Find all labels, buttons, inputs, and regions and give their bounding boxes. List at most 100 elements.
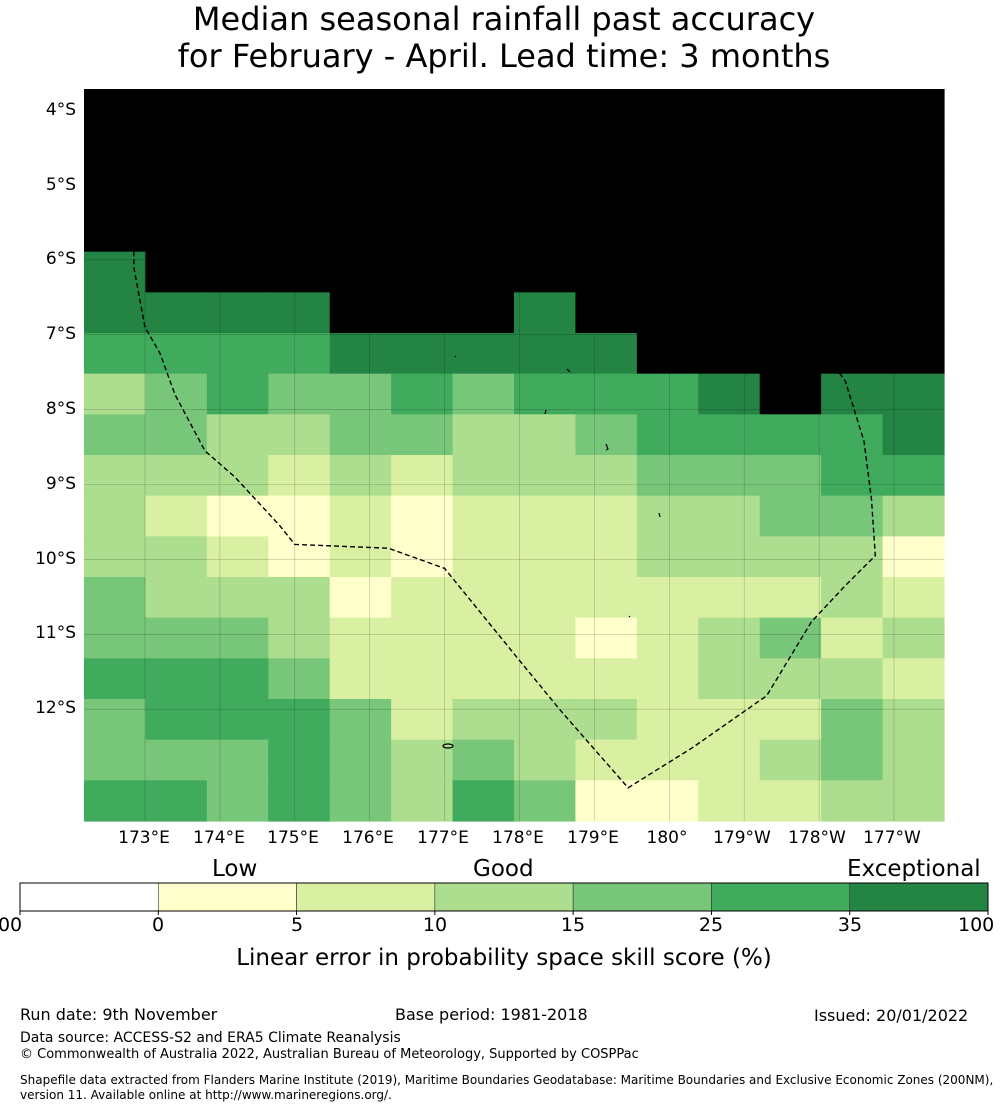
grid-cell [84,414,147,456]
grid-cell [206,414,269,456]
shapefile-credit-line-1: Shapefile data extracted from Flanders M… [20,1073,994,1087]
lat-label: 11°S [35,623,76,643]
eez-boundary [133,109,877,789]
grid-cell [759,495,822,537]
island [628,615,631,618]
grid-cell [145,536,208,578]
grid-cell [452,251,515,293]
grid-cell [145,455,208,497]
grid-cell [759,577,822,619]
grid-cell [698,373,761,415]
grid-cell [821,211,884,253]
island [566,368,571,373]
colorbar [19,882,989,915]
grid-cell [329,170,392,212]
lon-label: 179°W [713,828,771,848]
grid-cell [452,455,515,497]
grid-cell [206,170,269,212]
grid-cell [145,373,208,415]
colorbar-tick: 0 [151,914,165,936]
grid-cell [821,292,884,334]
grid-cell [391,170,454,212]
grid-cell [636,414,699,456]
grid-cell [636,780,699,822]
legend-category-good: Good [473,856,534,882]
grid-cell [329,739,392,781]
grid-cell [821,658,884,700]
grid-cell [452,373,515,415]
grid-cell [636,89,699,131]
grid-cell [206,699,269,741]
grid-cell [206,455,269,497]
grid-cell [882,699,945,741]
grid-cell [575,699,638,741]
grid-cell [821,780,884,822]
grid-cell [821,414,884,456]
grid-cell [759,658,822,700]
grid-cell [698,129,761,171]
grid-cell [759,414,822,456]
grid-cell [145,170,208,212]
grid-cell [882,211,945,253]
grid-cell [145,658,208,700]
grid-cell [206,739,269,781]
grid-cell [759,536,822,578]
grid-cell [821,251,884,293]
grid-cell [206,536,269,578]
lon-label: 178°W [788,828,846,848]
grid-cell [759,699,822,741]
grid-cell [391,292,454,334]
grid-cell [882,414,945,456]
grid-cell [206,129,269,171]
grid-cell [452,292,515,334]
grid-cell [575,658,638,700]
grid-cell [391,251,454,293]
grid-cell [84,129,147,171]
grid-cell [452,617,515,659]
grid-cell [514,292,577,334]
grid-cell [206,211,269,253]
copyright: © Commonwealth of Australia 2022, Austra… [20,1047,639,1062]
grid-cell [329,129,392,171]
grid-cell [329,455,392,497]
colorbar-segment [157,882,297,912]
grid-cell [636,292,699,334]
grid-cell [882,658,945,700]
grid-cell [759,292,822,334]
grid-cell [636,129,699,171]
grid-cell [391,211,454,253]
lon-label: 175°E [267,828,319,848]
grid-cell [84,333,147,375]
grid-cell [206,658,269,700]
grid-cell [391,455,454,497]
colorbar-tick: 15 [560,914,586,936]
grid-cell [391,699,454,741]
colorbar-segment [19,882,159,912]
grid-cell [268,699,331,741]
grid-cell [698,89,761,131]
grid-cell [882,333,945,375]
grid-cell [329,373,392,415]
grid-cell [268,739,331,781]
grid-cell [575,373,638,415]
grid-cell [145,211,208,253]
grid-cell [698,251,761,293]
legend-category-low: Low [212,856,258,882]
grid-cell [145,699,208,741]
grid-cell [575,251,638,293]
grid-cell [206,89,269,131]
grid-cell [698,658,761,700]
grid-cell [84,373,147,415]
grid-cell [84,617,147,659]
grid-cell [452,89,515,131]
grid-cell [636,170,699,212]
issued-date: Issued: 20/01/2022 [814,1006,969,1025]
grid-cell [759,333,822,375]
base-period: Base period: 1981-2018 [395,1005,588,1024]
grid-cell [636,536,699,578]
lon-label: 179°E [567,828,619,848]
grid-cell [514,455,577,497]
grid-cell [636,617,699,659]
grid-cell [268,495,331,537]
grid-cell [452,170,515,212]
